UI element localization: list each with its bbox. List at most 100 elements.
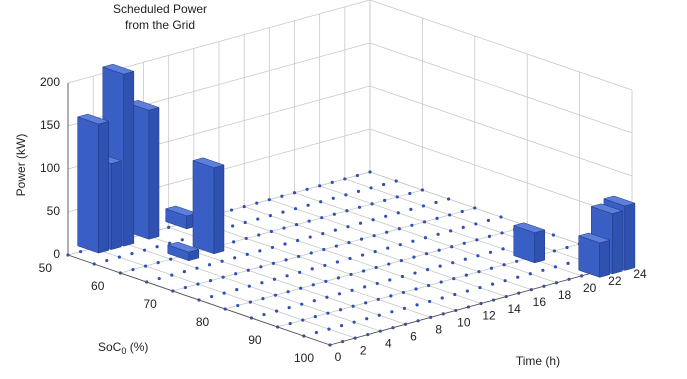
floor-dot <box>258 249 262 253</box>
floor-dot <box>157 276 161 281</box>
floor-dot <box>370 202 374 206</box>
z-tick-label: 50 <box>47 204 61 218</box>
floor-dot <box>515 259 519 263</box>
floor-dot <box>248 300 252 304</box>
floor-dot <box>348 256 352 261</box>
floor-dot <box>420 188 424 192</box>
floor-dot <box>463 257 467 261</box>
floor-dot <box>365 317 369 321</box>
floor-dot <box>268 213 272 218</box>
bar-front-face <box>624 202 636 271</box>
floor-dot <box>465 289 469 293</box>
floor-dot <box>306 203 310 207</box>
floor-dot <box>298 270 302 274</box>
floor-dot <box>325 295 329 299</box>
floor-dot <box>410 223 414 227</box>
floor-dot <box>255 201 259 205</box>
floor-dot <box>390 310 394 314</box>
grid-line <box>369 85 633 177</box>
floor-dot <box>475 238 479 242</box>
bar <box>577 232 611 278</box>
floor-dot <box>232 240 236 244</box>
floor-dot <box>477 270 481 274</box>
axis-edge <box>67 254 331 346</box>
floor-dot <box>170 273 174 277</box>
floor-dot <box>396 211 400 215</box>
floor-dot <box>528 272 532 276</box>
floor-dot <box>356 189 361 193</box>
floor-dot <box>452 276 456 281</box>
bar <box>76 113 110 254</box>
x-tick-label: 14 <box>507 302 521 316</box>
floor-dot <box>333 228 337 232</box>
floor-dot <box>271 261 276 265</box>
floor-dot <box>182 270 186 274</box>
floor-dot <box>233 256 237 260</box>
floor-dot <box>389 294 393 298</box>
floor-dot <box>398 243 402 247</box>
x-tick-label: 22 <box>608 274 622 288</box>
floor-dot <box>565 245 569 250</box>
grid-line <box>369 42 633 134</box>
floor-dot <box>476 254 480 258</box>
chart-title: Scheduled Power <box>113 2 207 16</box>
floor-dot <box>326 311 330 315</box>
floor-dot <box>347 240 351 245</box>
floor-dot <box>399 258 403 263</box>
floor-dot <box>377 313 381 317</box>
floor-dot <box>131 267 135 272</box>
floor-dot <box>364 301 368 305</box>
z-tick-label: 0 <box>53 247 60 261</box>
floor-dot <box>451 261 455 265</box>
bar-top-face <box>101 63 135 75</box>
floor-dot <box>343 177 347 181</box>
floor-dot <box>257 233 261 237</box>
floor-dot <box>375 281 379 286</box>
floor-dot <box>105 258 109 263</box>
y-axis-label: SoC0 (%) <box>98 340 148 356</box>
floor-dot <box>357 205 362 209</box>
floor-dot <box>371 218 375 222</box>
floor-dot <box>368 170 372 174</box>
floor-dot <box>397 227 401 231</box>
floor-dot <box>336 276 341 280</box>
floor-dot <box>350 288 354 292</box>
floor-dot <box>229 208 234 212</box>
floor-dot <box>319 200 323 204</box>
floor-dot <box>297 254 301 259</box>
floor-dot <box>321 231 325 236</box>
floor-dot <box>337 292 342 296</box>
floor-dot <box>486 218 491 223</box>
floor-dot <box>300 302 304 306</box>
floor-dot <box>434 200 438 205</box>
floor-dot <box>283 242 287 246</box>
floor-dot <box>402 306 407 310</box>
floor-dot <box>382 182 386 187</box>
floor-dot <box>247 284 251 288</box>
floor-dot <box>294 222 299 227</box>
bar <box>192 157 225 255</box>
floor-dot <box>143 264 148 268</box>
floor-dot <box>502 263 506 267</box>
floor-dot <box>552 249 557 253</box>
floor-dot <box>487 234 492 238</box>
floor-dot <box>245 252 249 256</box>
floor-dot <box>358 221 363 225</box>
bar <box>166 241 200 262</box>
floor-dot <box>324 279 328 283</box>
bar-top-face <box>76 113 110 125</box>
floor-dot <box>400 274 404 279</box>
floor-dot <box>270 245 275 250</box>
floor-dot <box>308 235 312 239</box>
floor-dot <box>415 303 419 307</box>
floor-dot <box>503 279 507 283</box>
floor-dot <box>180 238 184 242</box>
floor-dot <box>246 268 250 272</box>
y-tick-label: 50 <box>39 261 53 275</box>
floor-dot <box>464 273 468 277</box>
floor-dot <box>307 219 311 223</box>
floor-dot <box>313 315 317 319</box>
floor-dot <box>462 241 466 245</box>
floor-dot <box>274 309 279 313</box>
